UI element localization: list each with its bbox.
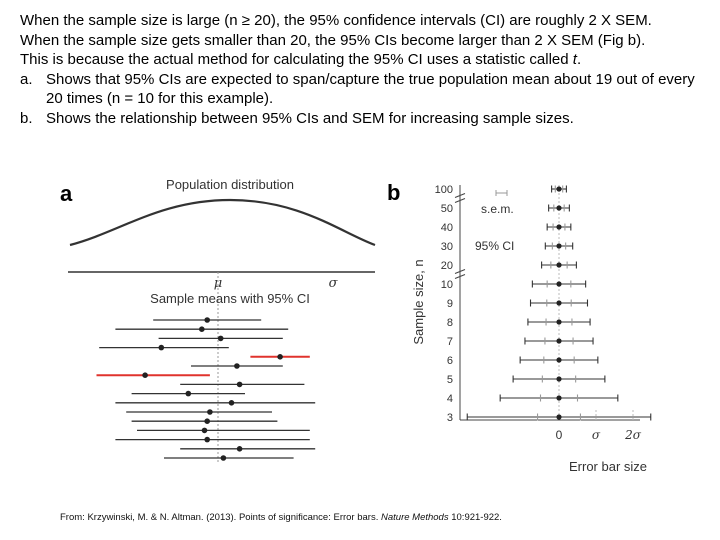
y-tick-label: 4 (447, 393, 453, 405)
panel-b-label: b (387, 180, 400, 205)
mean-dot (556, 376, 561, 381)
error-bars-n-6 (520, 357, 598, 364)
mean-dot (556, 300, 561, 305)
sample-ci-14 (115, 437, 309, 443)
sample-mean-dot (204, 437, 210, 443)
sample-ci-4 (99, 345, 229, 351)
sample-ci-11 (126, 409, 272, 415)
citation-journal: Nature Methods (381, 512, 449, 523)
sample-means-title: Sample means with 95% CI (150, 291, 310, 306)
y-tick-label: 5 (447, 374, 453, 386)
y-tick-label: 8 (447, 317, 453, 329)
mean-dot (556, 243, 561, 248)
figure: a Population distribution μ σ Sample mea… (0, 0, 720, 540)
mean-dot (556, 262, 561, 267)
sample-ci-15 (180, 446, 315, 452)
mean-dot (556, 414, 561, 419)
y-tick-label: 30 (441, 241, 453, 253)
sample-mean-dot (277, 354, 283, 360)
panel-a-label: a (60, 181, 73, 206)
y-tick-label: 20 (441, 260, 453, 272)
legend-sem-marker (496, 190, 507, 196)
sample-mean-dot (204, 418, 210, 424)
y-tick-label: 9 (447, 298, 453, 310)
x-tick-sigma: σ (592, 428, 601, 442)
mean-dot (556, 205, 561, 210)
y-tick-label: 3 (447, 412, 453, 424)
sample-ci-7 (97, 372, 210, 378)
mean-dot (556, 357, 561, 362)
sample-mean-dot (207, 409, 213, 415)
mean-dot (556, 319, 561, 324)
sigma-label: σ (329, 276, 339, 291)
mean-dot (556, 395, 561, 400)
sample-mean-dot (237, 382, 243, 388)
y-tick-label: 40 (441, 222, 453, 234)
sample-ci-1 (153, 317, 261, 323)
panel-b-marks: 100 50 40 30 20 10 9 8 7 6 5 4 3 (435, 184, 651, 424)
error-bars-n-7 (525, 338, 593, 345)
error-bars-n-40 (547, 224, 571, 231)
panel-b-xlabel: Error bar size (569, 459, 647, 474)
sample-mean-dot (199, 326, 205, 332)
sample-mean-dot (229, 400, 235, 406)
sample-ci-5 (250, 354, 309, 360)
citation: From: Krzywinski, M. & N. Altman. (2013)… (60, 512, 502, 523)
sample-ci-8 (180, 382, 304, 388)
sample-mean-dot (218, 336, 224, 342)
error-bars-n-9 (531, 300, 588, 307)
legend-sem-label: s.e.m. (481, 202, 514, 216)
citation-volume: 10:921-922. (449, 512, 502, 523)
sample-ci-16 (164, 455, 294, 461)
sample-ci-6 (191, 363, 283, 369)
legend-ci-label: 95% CI (475, 239, 514, 253)
panel-a-samples (97, 317, 316, 461)
sample-mean-dot (237, 446, 243, 452)
population-curve (70, 200, 375, 245)
y-tick-label: 7 (447, 336, 453, 348)
citation-text: From: Krzywinski, M. & N. Altman. (2013)… (60, 512, 381, 523)
error-bars-n-30 (545, 243, 572, 250)
mean-dot (556, 224, 561, 229)
y-tick-label: 6 (447, 355, 453, 367)
sample-mean-dot (186, 391, 192, 397)
mean-dot (556, 281, 561, 286)
error-bars-n-8 (528, 319, 590, 326)
error-bars-n-5 (513, 376, 605, 383)
error-bars-n-3 (467, 414, 651, 421)
sample-ci-3 (159, 336, 283, 342)
sample-mean-dot (142, 372, 148, 378)
error-bars-n-100 (552, 186, 567, 193)
y-tick-label: 100 (435, 184, 453, 196)
error-bars-n-50 (549, 205, 570, 212)
sample-mean-dot (204, 317, 210, 323)
x-tick-2sigma: 2σ (624, 428, 642, 442)
error-bars-n-20 (542, 262, 577, 269)
panel-b-ylabel: Sample size, n (411, 259, 426, 344)
x-tick-0: 0 (556, 428, 563, 442)
y-tick-label: 10 (441, 279, 453, 291)
sample-mean-dot (221, 455, 227, 461)
error-bars-n-4 (500, 395, 618, 402)
mean-dot (556, 338, 561, 343)
mean-dot (556, 186, 561, 191)
sample-mean-dot (159, 345, 165, 351)
sample-ci-12 (132, 418, 278, 424)
y-tick-label: 50 (441, 203, 453, 215)
error-bars-n-10 (532, 281, 585, 288)
population-title: Population distribution (166, 177, 294, 192)
sample-mean-dot (234, 363, 240, 369)
sample-ci-10 (115, 400, 315, 406)
sample-mean-dot (202, 428, 208, 434)
mu-label: μ (214, 276, 222, 291)
sample-ci-9 (132, 391, 245, 397)
sample-ci-2 (115, 326, 288, 332)
sample-ci-13 (137, 428, 310, 434)
